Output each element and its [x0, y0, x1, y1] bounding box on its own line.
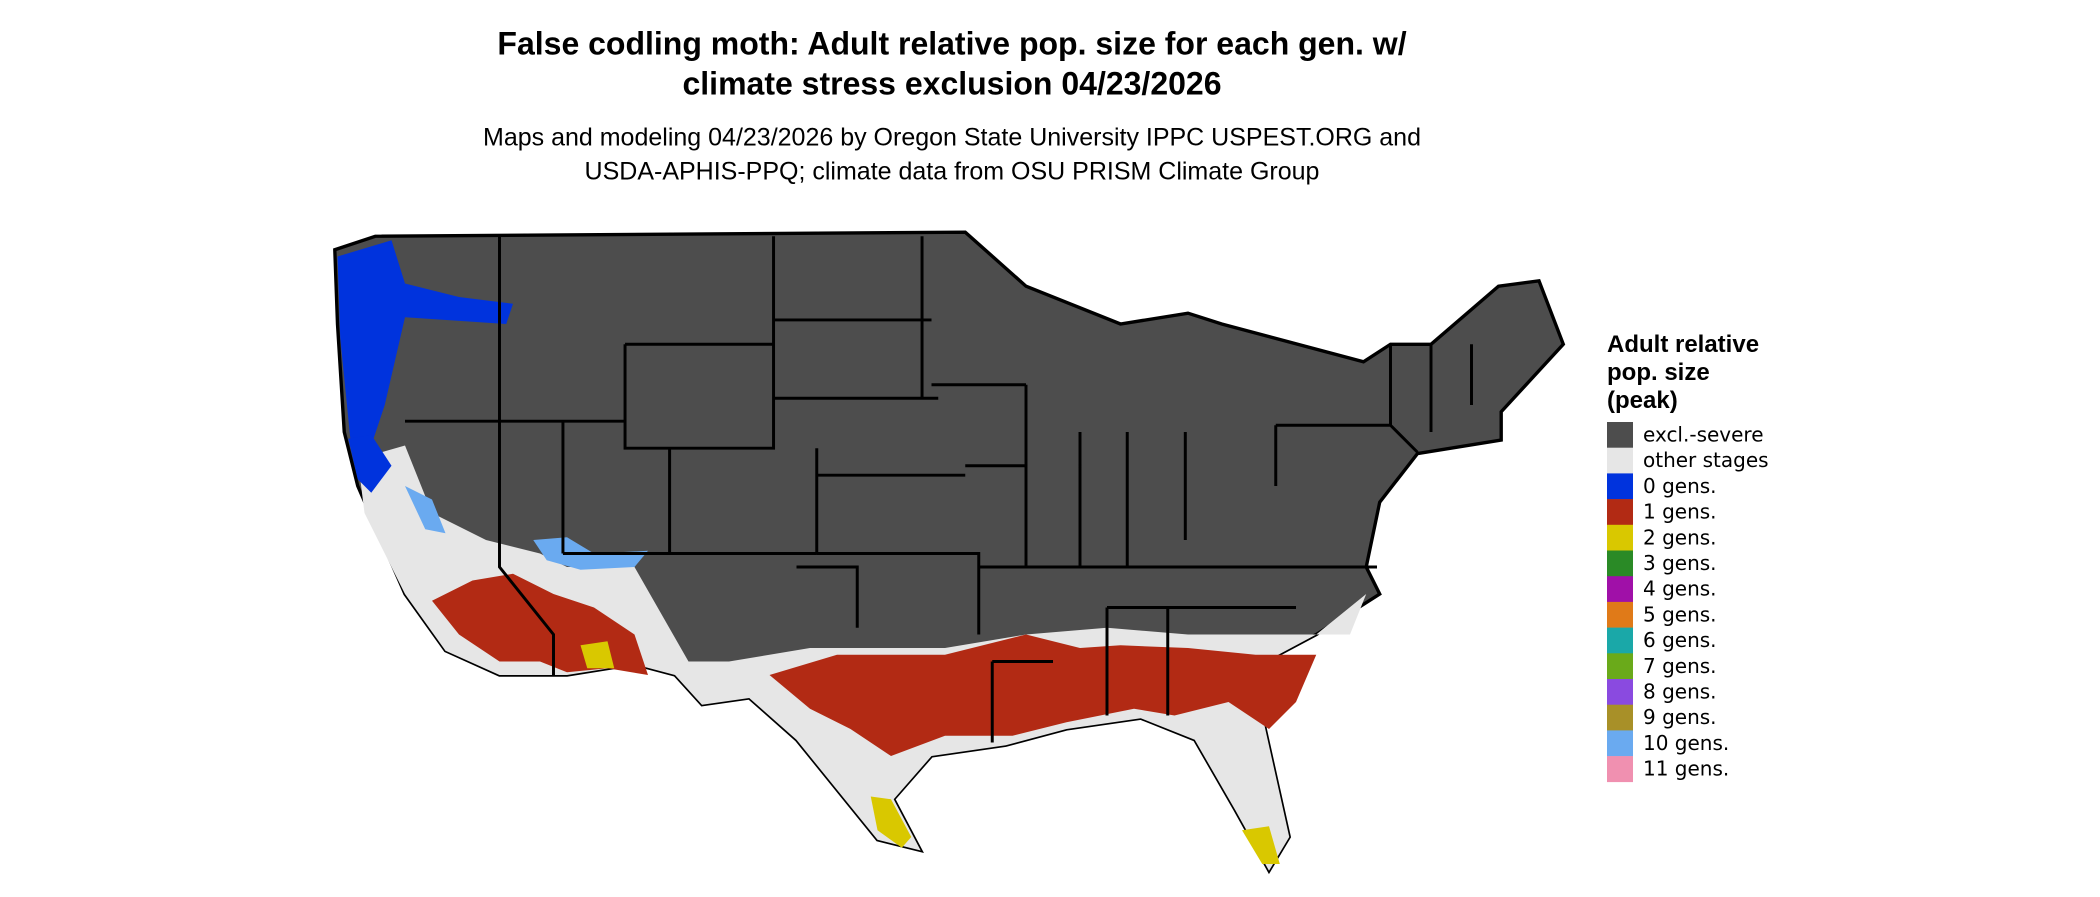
legend-swatch: [1607, 653, 1633, 680]
title: False codling moth: Adult relative pop. …: [497, 25, 1406, 61]
region-2-gen: [1242, 826, 1280, 864]
legend-label: 9 gens.: [1643, 705, 1717, 729]
legend-swatch: [1607, 704, 1633, 731]
subtitle: USDA-APHIS-PPQ; climate data from OSU PR…: [585, 158, 1320, 186]
legend-label: 4 gens.: [1643, 577, 1717, 601]
legend-title: (peak): [1607, 387, 1678, 414]
subtitle: Maps and modeling 04/23/2026 by Oregon S…: [483, 124, 1421, 152]
legend: Adult relative pop. size (peak) excl.-se…: [1607, 331, 1769, 783]
legend-swatch: [1607, 447, 1633, 474]
legend-label: other stages: [1643, 448, 1769, 472]
legend-swatch: [1607, 679, 1633, 705]
us-map: [333, 230, 1566, 875]
legend-label: 2 gens.: [1643, 525, 1717, 549]
legend-swatch: [1607, 627, 1633, 654]
legend-label: 10 gens.: [1643, 731, 1729, 755]
legend-swatch: [1607, 524, 1633, 551]
state-borders: [405, 236, 1473, 743]
legend-label: excl.-severe: [1643, 423, 1764, 447]
region-10-gen: [405, 486, 446, 534]
legend-label: 0 gens.: [1643, 474, 1717, 498]
legend-swatch: [1607, 756, 1633, 783]
legend-swatch: [1607, 499, 1633, 526]
legend-swatch: [1607, 550, 1633, 577]
region-0-gen: [348, 434, 392, 493]
legend-label: 7 gens.: [1643, 654, 1717, 678]
legend-label: 3 gens.: [1643, 551, 1717, 575]
region-0-gen: [337, 240, 513, 446]
legend-label: 11 gens.: [1643, 757, 1729, 781]
region-2-gen: [580, 641, 615, 669]
legend-label: 1 gens.: [1643, 500, 1717, 524]
region-2-gen: [870, 796, 912, 848]
legend-label: 6 gens.: [1643, 628, 1717, 652]
region-1-gen: [769, 634, 1317, 756]
legend-swatch: [1607, 601, 1633, 628]
legend-swatch: [1607, 576, 1633, 603]
legend-title: Adult relative: [1607, 331, 1759, 358]
legend-swatch: [1607, 730, 1633, 757]
title: climate stress exclusion 04/23/2026: [682, 65, 1221, 101]
legend-title: pop. size: [1607, 359, 1710, 386]
legend-label: 5 gens.: [1643, 602, 1717, 626]
legend-swatch: [1607, 473, 1633, 500]
legend-label: 8 gens.: [1643, 680, 1717, 704]
legend-swatch: [1607, 422, 1633, 448]
